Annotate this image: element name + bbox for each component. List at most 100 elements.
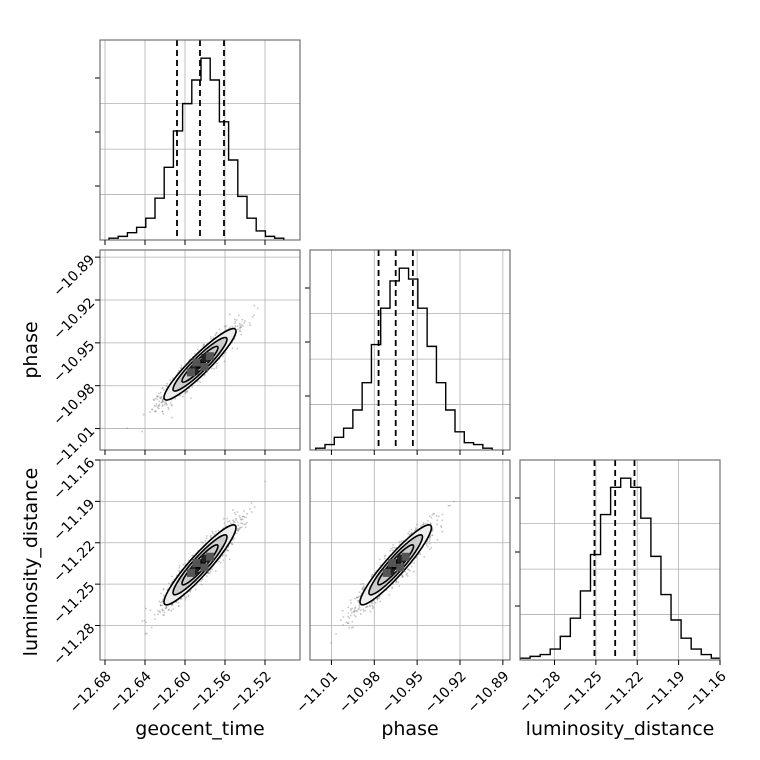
- y-tick-label-luminosity-distance: −11.22: [50, 538, 98, 586]
- sample-point: [352, 611, 355, 613]
- sample-point: [453, 500, 455, 503]
- sample-point: [223, 325, 226, 328]
- sample-point: [170, 609, 173, 612]
- sample-point: [361, 587, 364, 590]
- sample-point: [239, 526, 242, 529]
- sample-point: [225, 324, 228, 327]
- sample-point: [174, 397, 177, 400]
- sample-point: [232, 520, 235, 523]
- sample-point: [352, 626, 355, 629]
- sample-point: [222, 554, 224, 556]
- sample-point: [156, 395, 159, 397]
- sample-point: [240, 518, 242, 521]
- sample-point: [355, 596, 358, 599]
- sample-point: [348, 626, 351, 629]
- x-tick-label-luminosity-distance: −11.16: [682, 668, 730, 716]
- sample-point: [390, 547, 393, 550]
- sample-point: [335, 632, 337, 635]
- sample-point: [171, 603, 174, 606]
- sample-point: [433, 512, 435, 515]
- sample-point: [355, 610, 358, 612]
- sample-point: [410, 528, 413, 531]
- xlabel-geocent-time: geocent_time: [135, 718, 264, 740]
- sample-point: [410, 565, 413, 568]
- sample-point: [250, 502, 253, 504]
- sample-point: [163, 614, 166, 617]
- panel-luminosity-distance-vs-luminosity-distance: [515, 459, 721, 665]
- sample-point: [347, 622, 350, 625]
- sample-point: [153, 404, 156, 407]
- sample-point: [354, 615, 357, 618]
- sample-point: [204, 374, 206, 376]
- sample-point: [215, 367, 218, 369]
- panel-phase-vs-phase: [305, 249, 511, 455]
- sample-point: [161, 609, 164, 612]
- sample-point: [404, 570, 407, 573]
- panel-frame: [99, 459, 301, 661]
- sample-point: [362, 582, 364, 585]
- sample-point: [223, 522, 226, 525]
- sample-point: [154, 397, 157, 400]
- sample-point: [378, 558, 381, 561]
- sample-point: [353, 609, 356, 612]
- sample-point: [236, 511, 239, 513]
- sample-point: [366, 605, 368, 608]
- sample-point: [150, 626, 153, 629]
- sample-point: [236, 328, 239, 331]
- sample-point: [184, 392, 187, 394]
- sample-point: [234, 513, 237, 516]
- sample-point: [238, 528, 241, 531]
- sample-point: [409, 533, 411, 536]
- sample-point: [180, 597, 183, 600]
- panel-frame: [309, 459, 511, 661]
- sample-point: [395, 580, 398, 582]
- x-tick-label-luminosity-distance: −11.28: [516, 668, 564, 716]
- sample-point: [233, 537, 235, 539]
- sample-point: [171, 416, 174, 419]
- sample-point: [356, 610, 359, 613]
- sample-point: [349, 599, 352, 602]
- sample-point: [209, 570, 212, 573]
- sample-point: [205, 575, 208, 577]
- sample-point: [239, 330, 242, 333]
- sample-point: [163, 389, 165, 391]
- sample-point: [151, 408, 154, 411]
- sample-point: [157, 613, 160, 616]
- sample-point: [239, 328, 241, 330]
- sample-point: [178, 569, 180, 572]
- sample-point: [186, 391, 189, 393]
- sample-point: [170, 604, 173, 607]
- x-tick-label-luminosity-distance: −11.25: [558, 668, 606, 716]
- sample-point: [213, 367, 216, 370]
- sample-point: [415, 523, 418, 526]
- sample-point: [163, 611, 166, 614]
- histogram-geocent-time: [108, 57, 285, 240]
- sample-point: [211, 530, 214, 533]
- density-cell: [200, 563, 209, 572]
- density-layer: [141, 480, 267, 635]
- sample-point: [226, 549, 229, 552]
- sample-point: [246, 512, 248, 515]
- sample-point: [242, 325, 244, 327]
- sample-point: [244, 523, 247, 525]
- sample-point: [422, 522, 425, 525]
- sample-point: [441, 519, 444, 522]
- sample-point: [237, 524, 240, 527]
- sample-point: [420, 525, 422, 527]
- sample-point: [361, 587, 364, 590]
- sample-point: [395, 581, 398, 584]
- sample-point: [169, 402, 172, 404]
- sample-point: [236, 325, 239, 328]
- sample-point: [389, 549, 392, 552]
- sample-point: [211, 568, 214, 571]
- sample-point: [357, 599, 360, 602]
- sample-point: [236, 521, 239, 524]
- sample-point: [245, 521, 248, 524]
- sample-point: [189, 397, 192, 399]
- sample-point: [357, 607, 360, 610]
- sample-point: [154, 410, 157, 413]
- density-cell: [201, 554, 210, 563]
- sample-point: [235, 319, 238, 321]
- sample-point: [199, 381, 202, 384]
- sample-point: [185, 596, 187, 599]
